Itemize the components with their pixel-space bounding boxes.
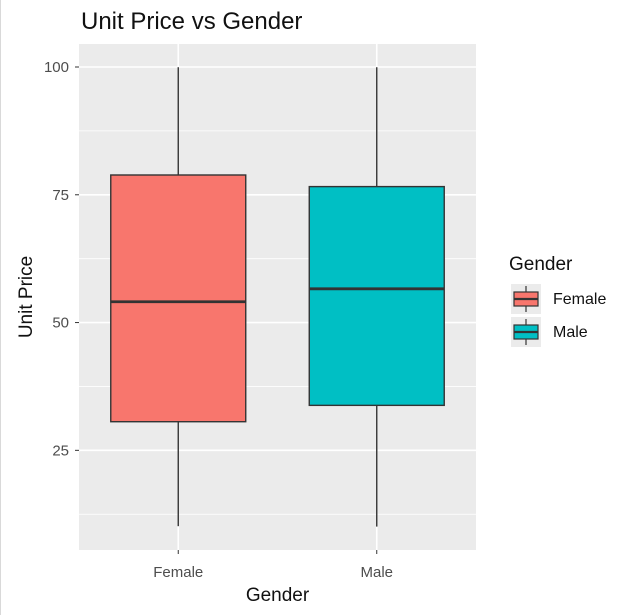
chart-title: Unit Price vs Gender	[81, 8, 303, 35]
y-tick-label: 100	[44, 59, 69, 76]
legend-title: Gender	[509, 254, 573, 275]
x-tick-label: Female	[153, 564, 203, 581]
legend-label: Female	[553, 291, 606, 308]
y-tick-label: 50	[52, 315, 69, 332]
x-tick-label: Male	[360, 564, 393, 581]
box-body	[308, 185, 445, 407]
x-axis-title: Gender	[246, 585, 310, 606]
legend-label: Male	[553, 324, 588, 341]
y-axis-title: Unit Price	[16, 256, 37, 338]
box-body	[110, 174, 247, 423]
y-tick-label: 25	[52, 442, 69, 459]
y-tick-label: 75	[52, 187, 69, 204]
